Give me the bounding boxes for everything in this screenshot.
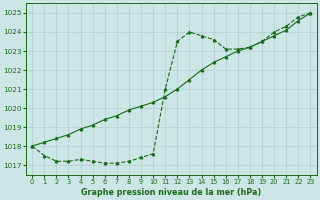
X-axis label: Graphe pression niveau de la mer (hPa): Graphe pression niveau de la mer (hPa): [81, 188, 261, 197]
